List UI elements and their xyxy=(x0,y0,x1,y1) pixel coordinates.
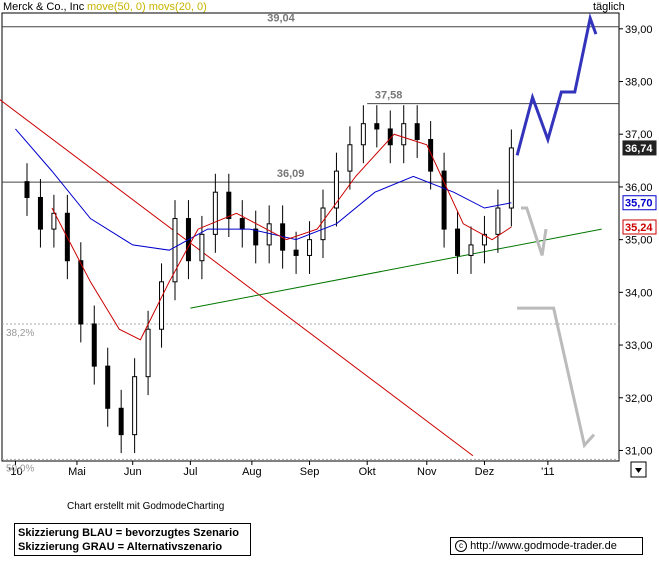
fib-label: 50,0% xyxy=(6,463,34,474)
candle-body xyxy=(333,170,339,209)
candle-body xyxy=(374,123,380,130)
y-tick-label: 37,00 xyxy=(625,129,653,141)
y-tick-label: 39,00 xyxy=(625,24,653,36)
level-label: 39,04 xyxy=(267,13,295,25)
candle-body xyxy=(441,170,447,230)
x-tick-label: '10 xyxy=(8,466,22,478)
candle-body xyxy=(495,207,501,235)
candle-body xyxy=(172,218,178,283)
x-tick-label: '11 xyxy=(541,466,555,478)
x-tick-label: Nov xyxy=(417,466,437,478)
candle-body xyxy=(293,249,299,256)
y-tick-label: 36,00 xyxy=(625,182,653,194)
candle-body xyxy=(118,407,124,436)
candle-body xyxy=(347,144,353,172)
y-tick-label: 38,00 xyxy=(625,77,653,89)
x-tick-label: Okt xyxy=(359,466,376,478)
price-tag-box xyxy=(622,219,657,235)
uptrend-line xyxy=(190,228,602,309)
grid xyxy=(14,28,623,465)
y-tick-label: 32,00 xyxy=(625,393,653,405)
x-tick-label: Aug xyxy=(242,466,262,478)
price-tag-label: 35,24 xyxy=(625,222,653,234)
candle-body xyxy=(199,233,205,262)
price-tags: 36,74 35,70 35,24 xyxy=(622,140,657,235)
y-tick-label: 31,00 xyxy=(625,445,653,457)
period-label[interactable]: täglich xyxy=(593,1,625,13)
y-tick-label: 33,00 xyxy=(625,340,653,352)
x-tick-label: Jun xyxy=(124,466,142,478)
price-tag-box xyxy=(622,195,657,211)
scenario-sketches xyxy=(515,12,598,449)
candle-body xyxy=(307,239,313,256)
horizontal-levels: 39,04 37,58 36,09 38,2% 50,0% xyxy=(2,13,619,474)
ma20-line xyxy=(51,133,512,341)
copyright-icon: c xyxy=(455,540,467,553)
moving-averages xyxy=(15,128,512,341)
candle-body xyxy=(159,281,165,330)
price-tag-label: 36,74 xyxy=(625,143,653,155)
price-tag-label: 35,70 xyxy=(625,198,653,210)
price-candles xyxy=(24,105,514,454)
candle-body xyxy=(508,147,514,209)
candle-body xyxy=(468,244,474,256)
scenario-blau xyxy=(515,12,598,156)
candle-body xyxy=(132,376,138,436)
fib-label: 38,2% xyxy=(6,328,34,339)
chart-credit: Chart erstellt mit GodmodeCharting xyxy=(67,501,225,512)
level-label: 37,58 xyxy=(375,90,403,102)
x-tick-label: Sep xyxy=(300,466,320,478)
candle-body xyxy=(91,323,97,367)
candle-body xyxy=(414,123,420,140)
candle-body xyxy=(105,365,111,409)
candle-body xyxy=(239,218,245,230)
trendlines xyxy=(0,99,602,457)
legend-blue: Skizzierung BLAU = bevorzugtes Szenario xyxy=(18,527,239,539)
y-tick-label: 34,00 xyxy=(625,287,653,299)
scenario-grau xyxy=(520,206,548,256)
downtrend-line xyxy=(0,99,474,457)
chart-title: Merck & Co., Inc xyxy=(3,1,85,13)
candle-body xyxy=(360,123,366,146)
candle-body xyxy=(481,233,487,246)
source-url[interactable]: http://www.godmode-trader.de xyxy=(470,540,617,552)
scenario-grau2 xyxy=(517,306,596,449)
y-tick-label: 35,00 xyxy=(625,235,653,247)
candle-body xyxy=(428,138,434,172)
candle-body xyxy=(212,191,218,235)
candle-body xyxy=(253,228,259,246)
candle-body xyxy=(78,260,84,325)
scenario-legend: Skizzierung BLAU = bevorzugtes Szenario … xyxy=(14,523,251,556)
x-tick-label: Dez xyxy=(475,466,495,478)
legend-gray: Skizzierung GRAU = Alternativszenario xyxy=(18,541,223,553)
candle-body xyxy=(401,123,407,146)
x-tick-label: Jul xyxy=(183,466,197,478)
x-tick-label: Mai xyxy=(68,466,86,478)
candle-body xyxy=(51,212,57,230)
candle-body xyxy=(145,328,151,378)
x-axis: '10 Mai Jun Jul Aug Sep Okt Nov Dez '11 xyxy=(8,466,554,478)
candle-body xyxy=(266,223,272,246)
candle-body xyxy=(455,228,461,256)
scroll-arrow-icon[interactable] xyxy=(630,461,647,478)
plot-frame xyxy=(1,12,620,462)
candle-body xyxy=(24,181,30,198)
candle-body xyxy=(37,196,43,230)
price-tag-box xyxy=(622,140,657,156)
y-axis: 31,00 32,00 33,00 34,00 35,00 36,00 37,00 38,00… xyxy=(625,24,653,458)
source-link[interactable]: c http://www.godmode-trader.de xyxy=(450,537,643,555)
candle-body xyxy=(226,191,232,220)
indicator-label: move(50, 0) movs(20, 0) xyxy=(87,1,207,13)
level-label: 36,09 xyxy=(277,168,305,180)
